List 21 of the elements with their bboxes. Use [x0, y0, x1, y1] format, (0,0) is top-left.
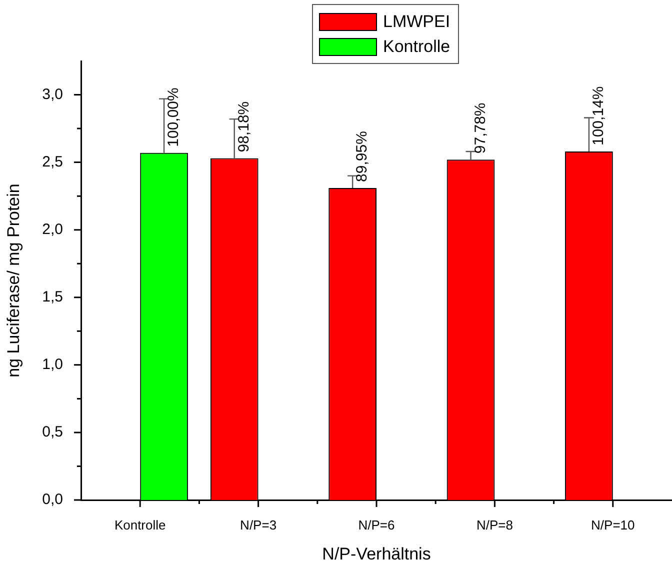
legend-label: Kontrolle [383, 36, 450, 56]
y-tick-label: 1,0 [42, 356, 63, 374]
x-tick-label: Kontrolle [114, 517, 166, 532]
y-tick-label: 0,5 [42, 424, 63, 441]
annotation: 97,78% [472, 102, 489, 154]
x-axis-title: N/P-Verhältnis [322, 544, 431, 564]
y-axis-title: ng Luciferase/ mg Protein [4, 184, 23, 378]
annotation: 89,95% [354, 131, 371, 182]
x-tick-label: N/P=3 [240, 517, 277, 532]
annotation: 98,18% [236, 101, 253, 152]
legend-label: LMWPEI [383, 12, 450, 32]
y-tick-label: 0,0 [42, 491, 63, 508]
annotation: 100,14% [590, 86, 608, 146]
y-tick-label: 2,5 [42, 153, 63, 170]
x-tick-label: N/P=6 [358, 517, 395, 532]
annotation: 100,00% [165, 88, 182, 147]
x-tick-label: N/P=8 [476, 517, 513, 532]
y-tick-label: 1,5 [42, 288, 63, 306]
x-tick-label: N/P=10 [591, 517, 635, 532]
y-tick-label: 2,0 [42, 220, 63, 238]
y-tick-label: 3,0 [42, 86, 63, 103]
